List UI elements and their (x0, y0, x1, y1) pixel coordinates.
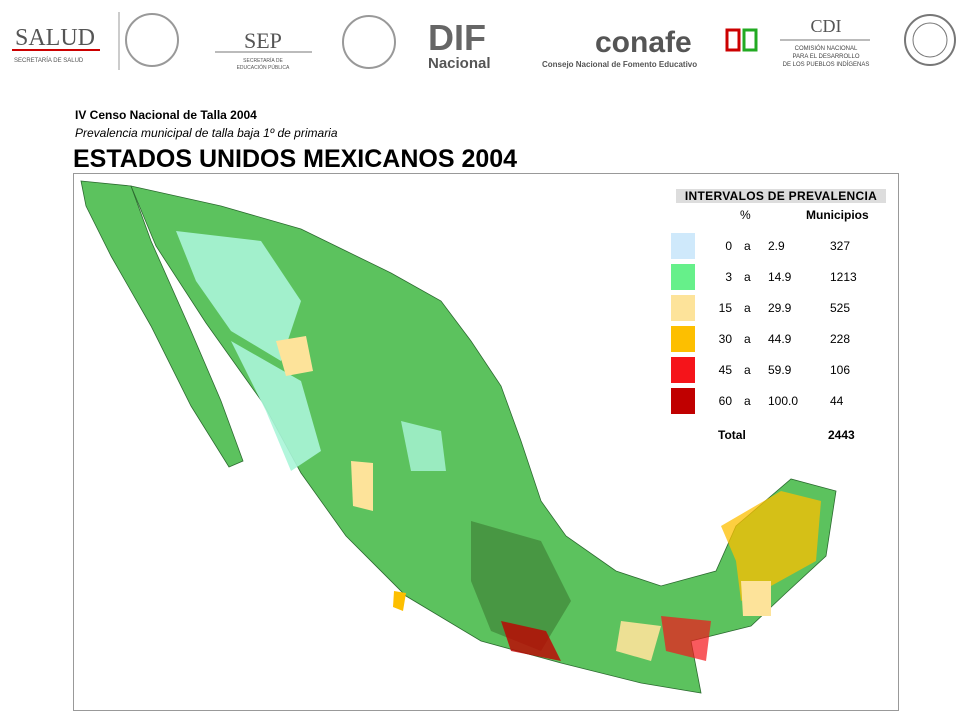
municipios: 228 (830, 332, 851, 346)
legend-col: % (740, 208, 751, 222)
range-from: 45 (718, 363, 732, 377)
logo-conafe-sub: Consejo Nacional de Fomento Educativo (542, 60, 697, 69)
map-frame: INTERVALOS DE PREVALENCIA % Municipios T… (73, 173, 899, 711)
map (80, 180, 837, 694)
logo-dif: DIF (428, 17, 486, 58)
logo-cdi-sub: DE LOS PUEBLOS INDÍGENAS (783, 61, 870, 68)
logo-bar: SALUD SECRETARÍA DE SALUD SEP SECRETARÍA… (12, 12, 956, 72)
range-from: 15 (718, 301, 732, 315)
legend-row: 3 a 14.9 1213 (668, 264, 888, 290)
subtitle: Prevalencia municipal de talla baja 1º d… (75, 126, 338, 140)
range-to: 29.9 (768, 301, 792, 315)
municipios: 1213 (830, 270, 857, 284)
logo-cdi: CDI (811, 16, 842, 36)
logo-dif-sub: Nacional (428, 55, 491, 72)
legend-row: 60 a 100.0 44 (668, 388, 888, 414)
logo-sep-sub: EDUCACIÓN PÚBLICA (237, 64, 290, 71)
legend-title: INTERVALOS DE PREVALENCIA (676, 189, 886, 203)
range-to: 100.0 (768, 394, 799, 408)
title: ESTADOS UNIDOS MEXICANOS 2004 (73, 145, 518, 173)
municipios: 106 (830, 363, 851, 377)
logo-sep: SEP (244, 28, 282, 53)
logo-cdi-sub: PARA EL DESARROLLO (792, 54, 859, 60)
logo-sep-sub: SECRETARÍA DE (243, 57, 283, 64)
range-to: 2.9 (768, 239, 785, 253)
range-to: 14.9 (768, 270, 792, 284)
legend: INTERVALOS DE PREVALENCIA % Municipios T… (668, 186, 888, 446)
logo-cdi-sub: COMISIÓN NACIONAL (795, 45, 858, 52)
municipios: 525 (830, 301, 851, 315)
legend-swatch (671, 295, 695, 321)
legend-row: 15 a 29.9 525 (668, 295, 888, 321)
logo-conafe: conafe (595, 26, 692, 59)
range-sep: a (744, 239, 751, 253)
municipios: 327 (830, 239, 851, 253)
legend-row: 30 a 44.9 228 (668, 326, 888, 352)
range-sep: a (744, 332, 751, 346)
legend-swatch (671, 264, 695, 290)
range-from: 3 (725, 270, 732, 284)
legend-swatch (671, 388, 695, 414)
total-label: Total (718, 428, 746, 442)
legend-row: 0 a 2.9 327 (668, 233, 888, 259)
range-sep: a (744, 394, 751, 408)
legend-swatch (671, 233, 695, 259)
range-from: 0 (725, 239, 732, 253)
kicker: IV Censo Nacional de Talla 2004 (75, 108, 257, 122)
legend-col: Municipios (806, 208, 869, 222)
range-sep: a (744, 301, 751, 315)
range-sep: a (744, 270, 751, 284)
logo-salud: SALUD (15, 25, 95, 51)
range-to: 59.9 (768, 363, 792, 377)
legend-swatch (671, 326, 695, 352)
legend-total: Total 2443 (668, 422, 888, 448)
logo-salud-sub: SECRETARÍA DE SALUD (14, 57, 84, 64)
range-from: 30 (718, 332, 732, 346)
range-sep: a (744, 363, 751, 377)
legend-row: 45 a 59.9 106 (668, 357, 888, 383)
total-count: 2443 (828, 428, 855, 442)
range-to: 44.9 (768, 332, 792, 346)
legend-swatch (671, 357, 695, 383)
range-from: 60 (718, 394, 732, 408)
municipios: 44 (830, 394, 844, 408)
